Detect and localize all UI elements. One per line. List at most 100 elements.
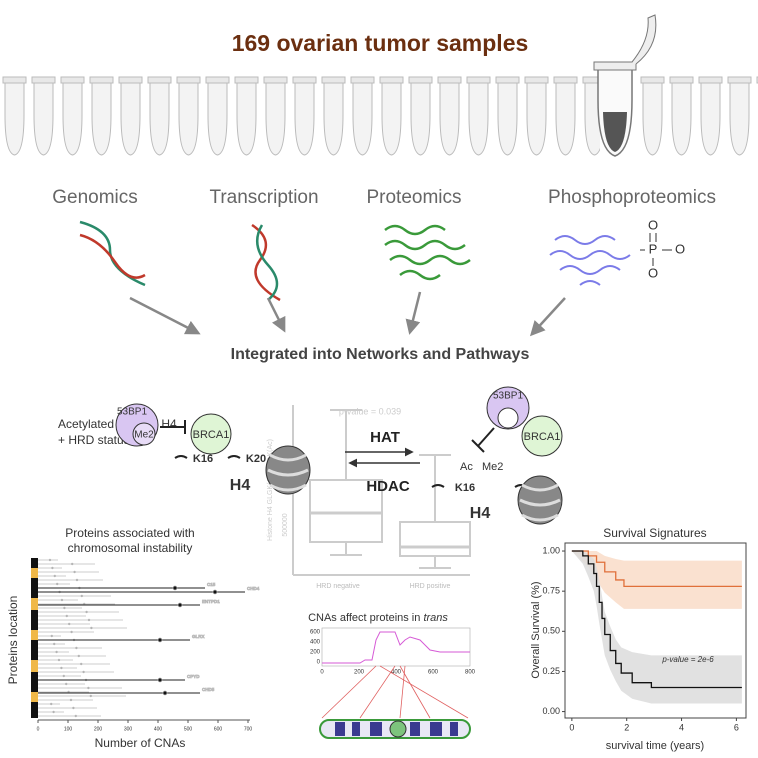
- tick-label: 200: [354, 670, 365, 676]
- lollipop-dot: [60, 598, 64, 602]
- gene-dot: [157, 637, 163, 643]
- x-tick-label: 4: [679, 722, 684, 732]
- gene-label: ENTPD1: [202, 599, 220, 604]
- lollipop-dot: [70, 630, 73, 634]
- omics-label: Transcription: [209, 187, 318, 208]
- y-tick-label: 0.00: [542, 706, 560, 716]
- atom-label: P: [649, 241, 658, 256]
- lollipop-dot: [69, 698, 73, 702]
- inhibition: [471, 427, 495, 453]
- integration-label: Integrated into Networks and Pathways: [231, 346, 530, 363]
- gene-dot: [162, 690, 168, 696]
- lollipop-dot: [50, 634, 54, 638]
- y-tick-label: 0.75: [542, 586, 560, 596]
- panel-title: chromosomal instability: [68, 541, 193, 555]
- lollipop-dot: [77, 654, 81, 658]
- histone-label: H4: [470, 505, 491, 522]
- chromosome-bar: [31, 558, 38, 718]
- tick-label: 0: [37, 726, 40, 732]
- trans-links: [321, 665, 469, 719]
- tick-label: 600: [428, 670, 439, 676]
- tick-label: 400: [310, 640, 321, 646]
- protein-icon: [384, 224, 471, 281]
- lollipop-dot: [70, 562, 74, 566]
- lollipop-dot: [87, 686, 90, 690]
- category-label: HRD negative: [316, 583, 360, 590]
- y-tick-label: 0.50: [542, 626, 560, 636]
- confidence-band: [571, 551, 742, 609]
- lollipop-dot: [65, 614, 69, 618]
- lollipop-dot: [64, 682, 68, 686]
- phosphoprotein-icon: [549, 235, 631, 286]
- mark-label: Ac: [460, 461, 473, 473]
- lollipop-dot: [73, 570, 76, 574]
- tube-row: [0, 75, 600, 160]
- atom-label: O: [675, 241, 685, 256]
- lollipop-dot: [89, 694, 93, 698]
- gene-dot: [212, 589, 218, 595]
- axis-label: Overall Survival (%): [530, 581, 542, 678]
- gene-label: C15: [207, 582, 216, 587]
- tube-row: [640, 75, 758, 160]
- arrows: [129, 291, 566, 337]
- tick-label: 0: [320, 670, 324, 676]
- lollipops: CHD4 C15 ENTPD1 GLRX CPYD CHD5: [38, 558, 260, 718]
- site-label: K20: [246, 453, 266, 465]
- gene-dot: [172, 585, 178, 591]
- axis-label: Histone H4 GLGK(Ac)GGAK(Ac): [267, 439, 274, 541]
- title-part: trans: [423, 612, 448, 624]
- gene-dot: [177, 602, 183, 608]
- lollipop-dot: [51, 566, 54, 570]
- omics-label: Phosphoproteomics: [548, 187, 716, 208]
- lollipop-dot: [79, 662, 83, 666]
- lollipop-dot: [74, 714, 78, 718]
- y-tick-label: 1.00: [542, 545, 560, 555]
- y-tick-label: 0.25: [542, 666, 560, 676]
- title: 169 ovarian tumor samples: [232, 30, 529, 56]
- lollipop-dot: [72, 706, 75, 710]
- axis-label: Number of CNAs: [95, 736, 186, 750]
- omics-label: Proteomics: [366, 187, 461, 208]
- mark-label: Me2: [482, 461, 503, 473]
- title-part: CNAs affect proteins in: [308, 612, 423, 624]
- nucleosome: [265, 445, 311, 495]
- atom-label: O: [648, 265, 658, 280]
- tick-label: 200: [310, 650, 321, 656]
- boxplot: [292, 405, 471, 576]
- tail: [431, 484, 528, 488]
- protein-label: BRCA1: [524, 431, 561, 443]
- p-value: p-value = 0.039: [339, 406, 401, 416]
- histone-label: H4: [230, 477, 251, 494]
- tick-label: 100: [64, 726, 73, 732]
- gene-label: CPYD: [187, 674, 200, 679]
- gene-label: CHD4: [247, 586, 260, 591]
- site-label: K16: [455, 482, 475, 494]
- axis-label: Proteins location: [6, 596, 20, 685]
- survival-curve: [571, 550, 742, 689]
- lollipop-dot: [49, 702, 53, 706]
- caption: + HRD status: [58, 433, 130, 447]
- bond: [640, 233, 672, 266]
- x-tick-label: 6: [734, 722, 739, 732]
- mark-label: Me2: [134, 430, 154, 441]
- mark-circle: [132, 422, 156, 446]
- lollipop-dot: [67, 622, 71, 626]
- panel-title: CNAs affect proteins in trans: [308, 612, 448, 624]
- lollipop-dot: [53, 574, 57, 578]
- pocket: [497, 407, 519, 429]
- lollipop-dot: [60, 666, 63, 670]
- lollipop-dot: [62, 674, 66, 678]
- gene-label: CHD5: [202, 687, 215, 692]
- lollipop-dot: [82, 670, 85, 674]
- panel-title: Proteins associated with: [65, 526, 194, 540]
- lollipop-dot: [87, 618, 91, 622]
- category-label: HRD positive: [410, 583, 451, 590]
- tail: [174, 455, 241, 459]
- tick-label: 700: [244, 726, 253, 732]
- tick-label: 400: [391, 670, 402, 676]
- survival-curve: [571, 550, 742, 587]
- gene-label: GLRX: [192, 634, 205, 639]
- lollipop-dot: [55, 582, 59, 586]
- lollipop-dot: [52, 710, 55, 714]
